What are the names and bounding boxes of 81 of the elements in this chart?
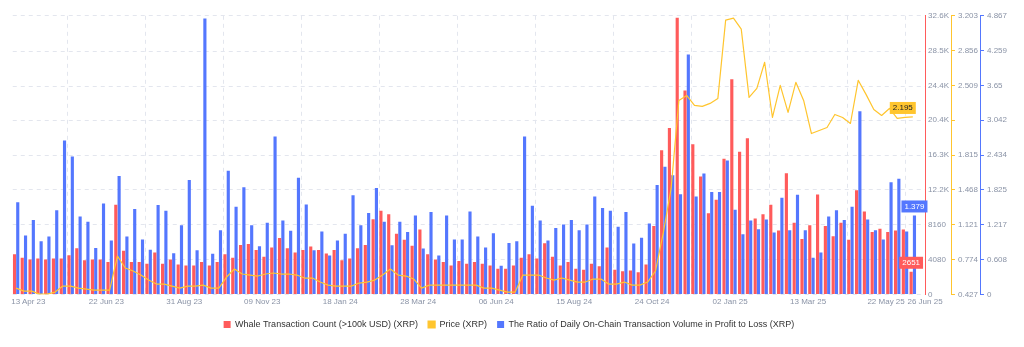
x-tick-label: 28 Mar 24 (400, 297, 437, 307)
bar (187, 179, 191, 294)
y3-tick-label: 4.259 (986, 45, 1008, 55)
bar (242, 187, 246, 294)
bar (101, 203, 106, 294)
bar (351, 195, 355, 294)
data-label: 1.379 (904, 201, 926, 211)
bar (62, 140, 67, 294)
bar (593, 196, 597, 294)
legend-label: Whale Transaction Count (>100k USD) (XRP) (235, 318, 418, 329)
y2-tick-label: 1.815 (957, 150, 979, 160)
y3-tick-label: 2.434 (986, 150, 1008, 160)
bar (70, 156, 74, 294)
y-tick-label: 8160 (928, 219, 947, 229)
y-tick-label: 0 (928, 289, 934, 299)
bar (491, 233, 495, 294)
bar (16, 202, 20, 294)
bar (296, 177, 301, 294)
y2-tick-label: 2.856 (957, 45, 979, 55)
x-tick-label: 22 Jun 23 (88, 297, 125, 307)
bar (632, 243, 636, 294)
data-label: 2651 (902, 257, 921, 267)
bar (616, 226, 620, 294)
bar (86, 221, 90, 294)
x-tick-label: 09 Nov 23 (244, 297, 282, 307)
x-tick-label: 02 Jan 25 (712, 297, 749, 307)
x-tick-label: 06 Jun 24 (478, 297, 515, 307)
bar (523, 136, 527, 294)
x-tick-label: 15 Aug 24 (556, 297, 593, 307)
y2-tick-label: 1.121 (957, 219, 979, 229)
y3-tick-label: 4.867 (986, 11, 1008, 20)
bar (745, 138, 749, 294)
bar (562, 224, 566, 294)
bar (31, 219, 35, 294)
legend-label: The Ratio of Daily On-Chain Transaction Volume in Profit to Loss (XRP) (508, 318, 795, 329)
x-tick-label: 22 May 25 (867, 297, 906, 307)
bar (468, 211, 472, 294)
x-tick-label: 18 Jan 24 (322, 297, 359, 307)
y3-tick-label: 0.608 (986, 254, 1008, 264)
bar (164, 210, 168, 294)
bar (133, 209, 137, 294)
x-tick-label: 31 Aug 23 (166, 297, 203, 307)
bar (577, 230, 581, 294)
y-tick-label: 16.3K (928, 150, 950, 160)
y-tick-label: 20.4K (928, 115, 950, 125)
x-tick-label: 13 Mar 25 (790, 297, 827, 307)
y3-tick-label: 3.042 (986, 115, 1008, 125)
bar (179, 225, 184, 294)
y2-tick-label: 1.468 (957, 185, 979, 195)
y3-tick-label: 3.65 (986, 80, 1004, 90)
y-tick-label: 12.2K (928, 185, 950, 195)
y2-tick-label: 0.774 (957, 254, 979, 264)
x-tick-label: 26 Jun 25 (907, 297, 944, 307)
bar (67, 255, 71, 294)
y-tick-label: 32.6K (928, 11, 950, 20)
bar (624, 211, 628, 294)
y3-tick-label: 1.825 (986, 185, 1008, 195)
bar (445, 215, 449, 294)
bar (55, 210, 59, 294)
bar (203, 18, 207, 294)
bar (569, 219, 573, 294)
bar (675, 17, 679, 294)
bar (585, 224, 589, 294)
y-tick-label: 28.5K (928, 46, 950, 56)
y2-tick-label: 2.509 (957, 80, 979, 90)
bar (816, 194, 820, 294)
legend-label: Price (XRP) (439, 318, 488, 329)
y2-tick-label: 3.203 (957, 11, 979, 20)
x-tick-label: 24 Oct 24 (634, 297, 671, 307)
y-tick-label: 24.4K (928, 81, 950, 91)
x-tick-label: 13 Apr 23 (11, 297, 47, 307)
y3-tick-label: 0 (986, 289, 992, 299)
data-label: 2.195 (892, 103, 914, 113)
y2-tick-label: 0.427 (957, 289, 979, 299)
bar (156, 205, 160, 294)
bar (226, 170, 230, 294)
bar (429, 211, 433, 294)
y3-tick-label: 1.217 (986, 219, 1008, 229)
bar (273, 136, 277, 294)
y-tick-label: 4080 (928, 254, 947, 264)
bar (530, 205, 534, 294)
